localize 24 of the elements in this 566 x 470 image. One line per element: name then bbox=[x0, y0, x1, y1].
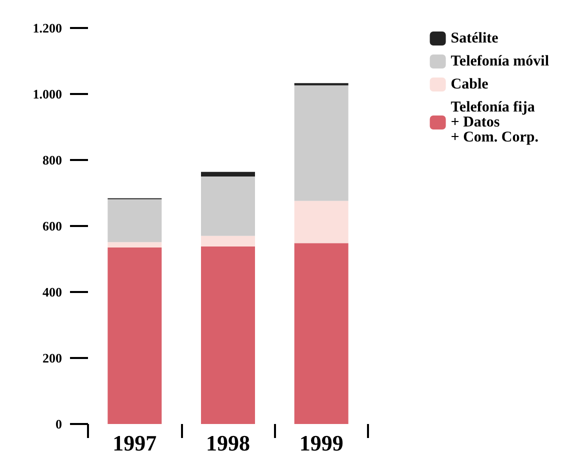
bar bbox=[108, 242, 162, 248]
legend-label: Telefonía fija + Datos + Com. Corp. bbox=[450, 100, 539, 146]
y-tick-label: 1.000 bbox=[32, 86, 62, 102]
y-tick-label: 800 bbox=[42, 152, 62, 168]
bar bbox=[294, 200, 348, 244]
x-tick-label: 1998 bbox=[206, 430, 250, 456]
y-tick-label: 200 bbox=[42, 350, 62, 366]
y-tick-label: 600 bbox=[42, 218, 62, 234]
bar bbox=[201, 172, 255, 176]
legend-label: Cable bbox=[450, 76, 489, 92]
y-tick-label: 0 bbox=[56, 416, 62, 432]
y-tick-label: 1.200 bbox=[32, 20, 62, 36]
x-tick-label: 1999 bbox=[299, 430, 344, 456]
bar bbox=[294, 243, 348, 424]
bar bbox=[201, 176, 255, 236]
y-tick-label: 400 bbox=[42, 284, 62, 300]
bar bbox=[108, 247, 162, 424]
legend-label: Satélite bbox=[450, 30, 499, 46]
bar bbox=[108, 199, 162, 242]
x-tick-label: 1997 bbox=[112, 430, 157, 456]
legend-label: Telefonía móvil bbox=[450, 54, 550, 70]
bar bbox=[294, 85, 348, 201]
bar bbox=[201, 246, 255, 424]
bar bbox=[201, 236, 255, 246]
